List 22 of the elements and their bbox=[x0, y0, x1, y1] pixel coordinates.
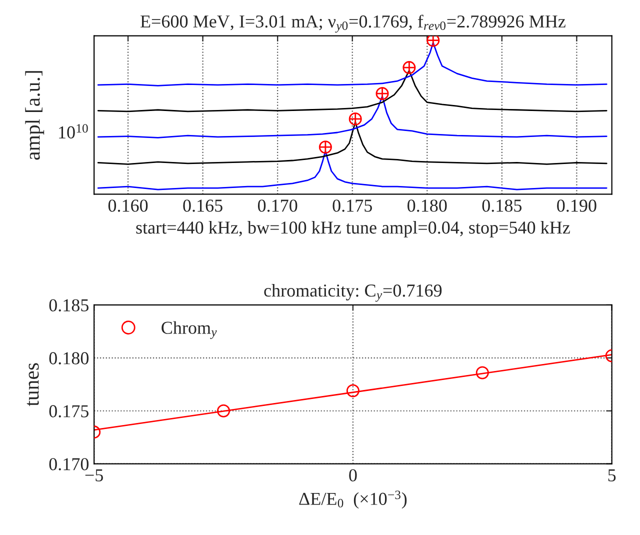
y-tick-label: 0.180 bbox=[49, 352, 89, 364]
y-axis-title: ampl [a.u.] bbox=[25, 71, 44, 160]
chart-title: E=600 MeV, I=3.01 mA; ν$_{y0}$=0.1769, f$_{rev0}$=2.789926 MHz bbox=[140, 14, 566, 33]
x-tick-label: 0.160 bbox=[108, 200, 148, 212]
x-tick-label: 0.185 bbox=[482, 200, 522, 212]
chart-title: chromaticity: C$_{y}$=0.7169 bbox=[264, 284, 442, 302]
x-tick-label: 0 bbox=[349, 469, 357, 482]
x-tick-label: 5 bbox=[608, 469, 616, 482]
y-axis-title: tunes bbox=[26, 363, 39, 406]
x-tick-label: 0.190 bbox=[557, 200, 596, 212]
y-tick-label: 0.175 bbox=[49, 405, 89, 418]
x-axis-title: ΔE/E$_{0}$ (×10$^{−3}$) bbox=[299, 490, 407, 509]
x-tick-label: 0.180 bbox=[408, 200, 447, 212]
text: 10$^{10}$ bbox=[59, 124, 88, 138]
y-tick-label: 0.170 bbox=[49, 458, 89, 470]
x-tick-label: −5 bbox=[85, 469, 103, 482]
x-tick-label: 0.165 bbox=[183, 200, 222, 212]
x-tick-label: 0.170 bbox=[258, 200, 298, 212]
legend-label: Chrom$_{y}$ bbox=[162, 321, 217, 339]
x-tick-label: 0.175 bbox=[332, 200, 372, 212]
y-tick-label: 0.185 bbox=[49, 299, 89, 312]
x-axis-title: start=440 kHz, bw=100 kHz tune ampl=0.04, stop=540 kHz bbox=[136, 220, 570, 238]
